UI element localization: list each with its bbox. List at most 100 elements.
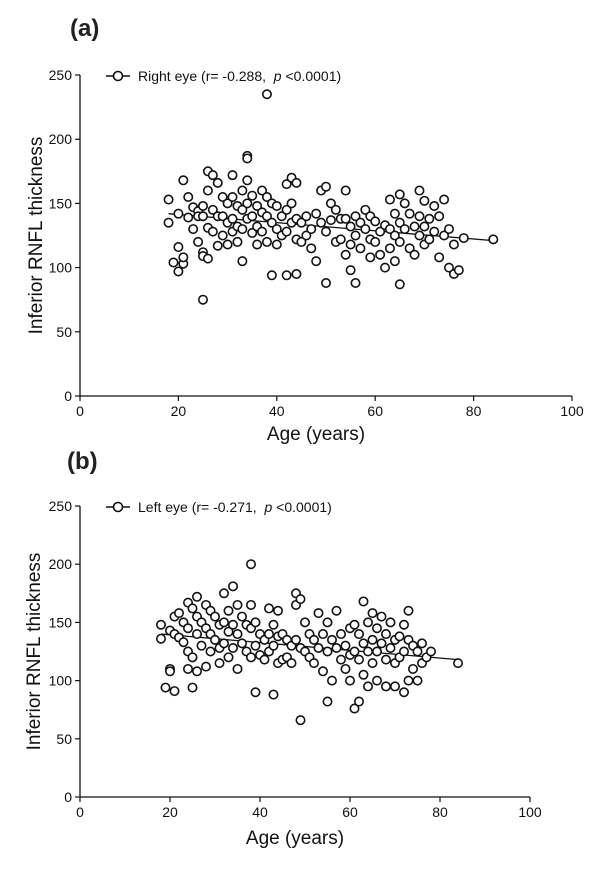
- data-point: [183, 663, 194, 674]
- data-point: [313, 643, 324, 654]
- data-point: [380, 654, 391, 665]
- data-point: [266, 270, 277, 281]
- data-point: [416, 638, 427, 649]
- data-point: [349, 703, 360, 714]
- data-point: [322, 617, 333, 628]
- data-point: [358, 669, 369, 680]
- data-point: [409, 221, 420, 232]
- data-point: [340, 663, 351, 674]
- data-point: [412, 675, 423, 686]
- data-point: [223, 605, 234, 616]
- data-point: [207, 170, 218, 181]
- data-point: [219, 617, 230, 628]
- data-point: [306, 224, 317, 235]
- data-point: [353, 629, 364, 640]
- data-point: [376, 638, 387, 649]
- data-point: [183, 623, 194, 634]
- data-point: [223, 626, 234, 637]
- data-point: [202, 185, 213, 196]
- data-point: [429, 226, 440, 237]
- data-point: [380, 629, 391, 640]
- data-point: [320, 278, 331, 289]
- data-point: [210, 634, 221, 645]
- y-tick-label: 250: [49, 67, 73, 83]
- data-point: [360, 224, 371, 235]
- data-point: [250, 640, 261, 651]
- data-point: [376, 611, 387, 622]
- data-point: [439, 194, 450, 205]
- data-point: [173, 242, 184, 253]
- data-point: [362, 617, 373, 628]
- data-point: [196, 640, 207, 651]
- x-axis-title: Age (years): [246, 828, 344, 849]
- data-point: [340, 185, 351, 196]
- data-point: [261, 236, 272, 247]
- x-axis-title: Age (years): [267, 424, 365, 445]
- data-point: [385, 643, 396, 654]
- data-point: [389, 230, 400, 241]
- legend-label: Left eye (r= -0.271, p <0.0001): [138, 499, 332, 515]
- data-point: [394, 189, 405, 200]
- data-point: [295, 594, 306, 605]
- data-point: [296, 236, 307, 247]
- data-point: [247, 190, 258, 201]
- data-point: [419, 221, 430, 232]
- data-point: [316, 217, 327, 228]
- data-point: [375, 249, 386, 260]
- data-point: [488, 234, 499, 245]
- data-point: [261, 89, 272, 100]
- y-tick-label: 100: [49, 260, 73, 276]
- data-point: [385, 617, 396, 628]
- data-point: [232, 236, 243, 247]
- data-point: [331, 643, 342, 654]
- data-point: [237, 185, 248, 196]
- data-point: [419, 195, 430, 206]
- data-point: [380, 681, 391, 692]
- data-point: [365, 252, 376, 263]
- data-point: [198, 200, 209, 211]
- x-tick-label: 40: [252, 804, 268, 820]
- data-point: [192, 629, 203, 640]
- data-point: [371, 623, 382, 634]
- data-point: [266, 217, 277, 228]
- data-point: [370, 236, 381, 247]
- data-point: [384, 224, 395, 235]
- data-point: [296, 217, 307, 228]
- data-point: [242, 198, 253, 209]
- data-point: [375, 226, 386, 237]
- data-point: [198, 294, 209, 305]
- data-point: [311, 256, 322, 267]
- y-tick-label: 50: [56, 324, 72, 340]
- data-point: [398, 619, 409, 630]
- data-point: [217, 230, 228, 241]
- data-point: [335, 234, 346, 245]
- data-point: [299, 617, 310, 628]
- data-point: [202, 253, 213, 264]
- data-point: [187, 682, 198, 693]
- data-point: [371, 646, 382, 657]
- data-point: [425, 646, 436, 657]
- data-point: [414, 230, 425, 241]
- data-point: [217, 211, 228, 222]
- data-point: [301, 211, 312, 222]
- data-point: [350, 278, 361, 289]
- y-tick-label: 50: [56, 731, 72, 747]
- data-point: [326, 675, 337, 686]
- x-tick-label: 20: [171, 403, 187, 419]
- data-point: [178, 637, 189, 648]
- data-point: [160, 682, 171, 693]
- data-point: [252, 239, 263, 250]
- data-point: [250, 617, 261, 628]
- data-point: [268, 689, 279, 700]
- data-point: [207, 226, 218, 237]
- data-point: [183, 212, 194, 223]
- data-point: [261, 211, 272, 222]
- y-tick-label: 200: [49, 131, 73, 147]
- data-point: [403, 675, 414, 686]
- x-tick-label: 60: [367, 403, 383, 419]
- data-point: [219, 638, 230, 649]
- y-axis-title: Inferior RNFL thickness: [26, 137, 47, 335]
